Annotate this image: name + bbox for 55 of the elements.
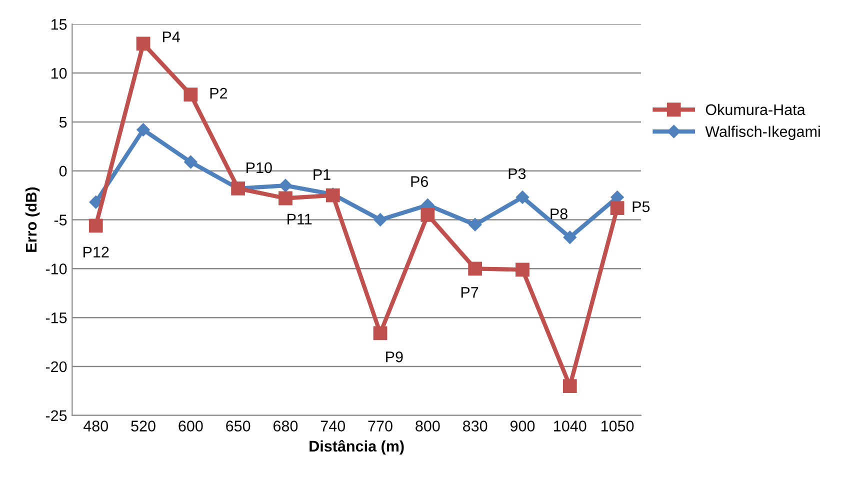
y-tick-label: -15 [46, 312, 67, 324]
legend-label: Walfisch-Ikegami [705, 126, 820, 140]
point [516, 190, 530, 204]
point [610, 201, 624, 215]
x-tick-label: 680 [274, 420, 298, 432]
x-tick-label: 770 [368, 420, 392, 432]
legend-label: Okumura-Hata [706, 104, 806, 116]
y-tick-label: -25 [46, 410, 67, 422]
annotation: P1 [314, 169, 330, 180]
x-tick-label: 740 [320, 420, 346, 432]
x-tick-label: 1050 [601, 420, 634, 432]
point [136, 123, 150, 136]
annotation: P3 [508, 168, 526, 180]
x-axis-title: Distância (m) [310, 440, 404, 455]
point [373, 326, 388, 340]
x-tick-label: 600 [178, 420, 203, 432]
y-tick-label: 5 [59, 116, 67, 128]
point [468, 218, 482, 232]
x-tick-label: 650 [226, 420, 250, 432]
x-tick-label: 480 [83, 420, 108, 432]
x-tick-label: 900 [510, 420, 535, 432]
point [278, 191, 292, 206]
point [468, 262, 482, 276]
annotation: P7 [461, 287, 478, 298]
point [374, 213, 387, 226]
y-tick-label: -20 [46, 361, 67, 372]
point [278, 178, 292, 192]
point [562, 379, 577, 393]
x-tick-label: 1040 [554, 420, 586, 432]
y-tick-label: -5 [54, 214, 67, 226]
point [88, 218, 103, 233]
annotation: P5 [632, 201, 650, 212]
point [89, 196, 102, 209]
y-tick-label: 15 [51, 19, 67, 30]
annotation: P8 [550, 208, 568, 220]
annotation: P12 [84, 246, 109, 258]
y-tick-label: -10 [46, 264, 67, 274]
annotation: P6 [411, 176, 428, 187]
point [136, 36, 150, 51]
annotation: P11 [288, 214, 312, 224]
annotation: P10 [246, 162, 272, 174]
y-tick-label: 10 [51, 68, 67, 79]
x-tick-label: 520 [131, 420, 156, 432]
y-tick-label: 0 [59, 166, 67, 177]
x-tick-label: 830 [463, 420, 488, 432]
annotation: P9 [386, 352, 403, 362]
point [563, 230, 576, 244]
point [184, 155, 198, 169]
annotation: P2 [210, 88, 228, 99]
point [516, 262, 530, 277]
point [184, 88, 198, 102]
x-tick-label: 800 [416, 420, 440, 432]
point [420, 208, 435, 222]
annotation: P4 [162, 32, 180, 42]
y-axis-title: Erro (dB) [25, 187, 40, 252]
